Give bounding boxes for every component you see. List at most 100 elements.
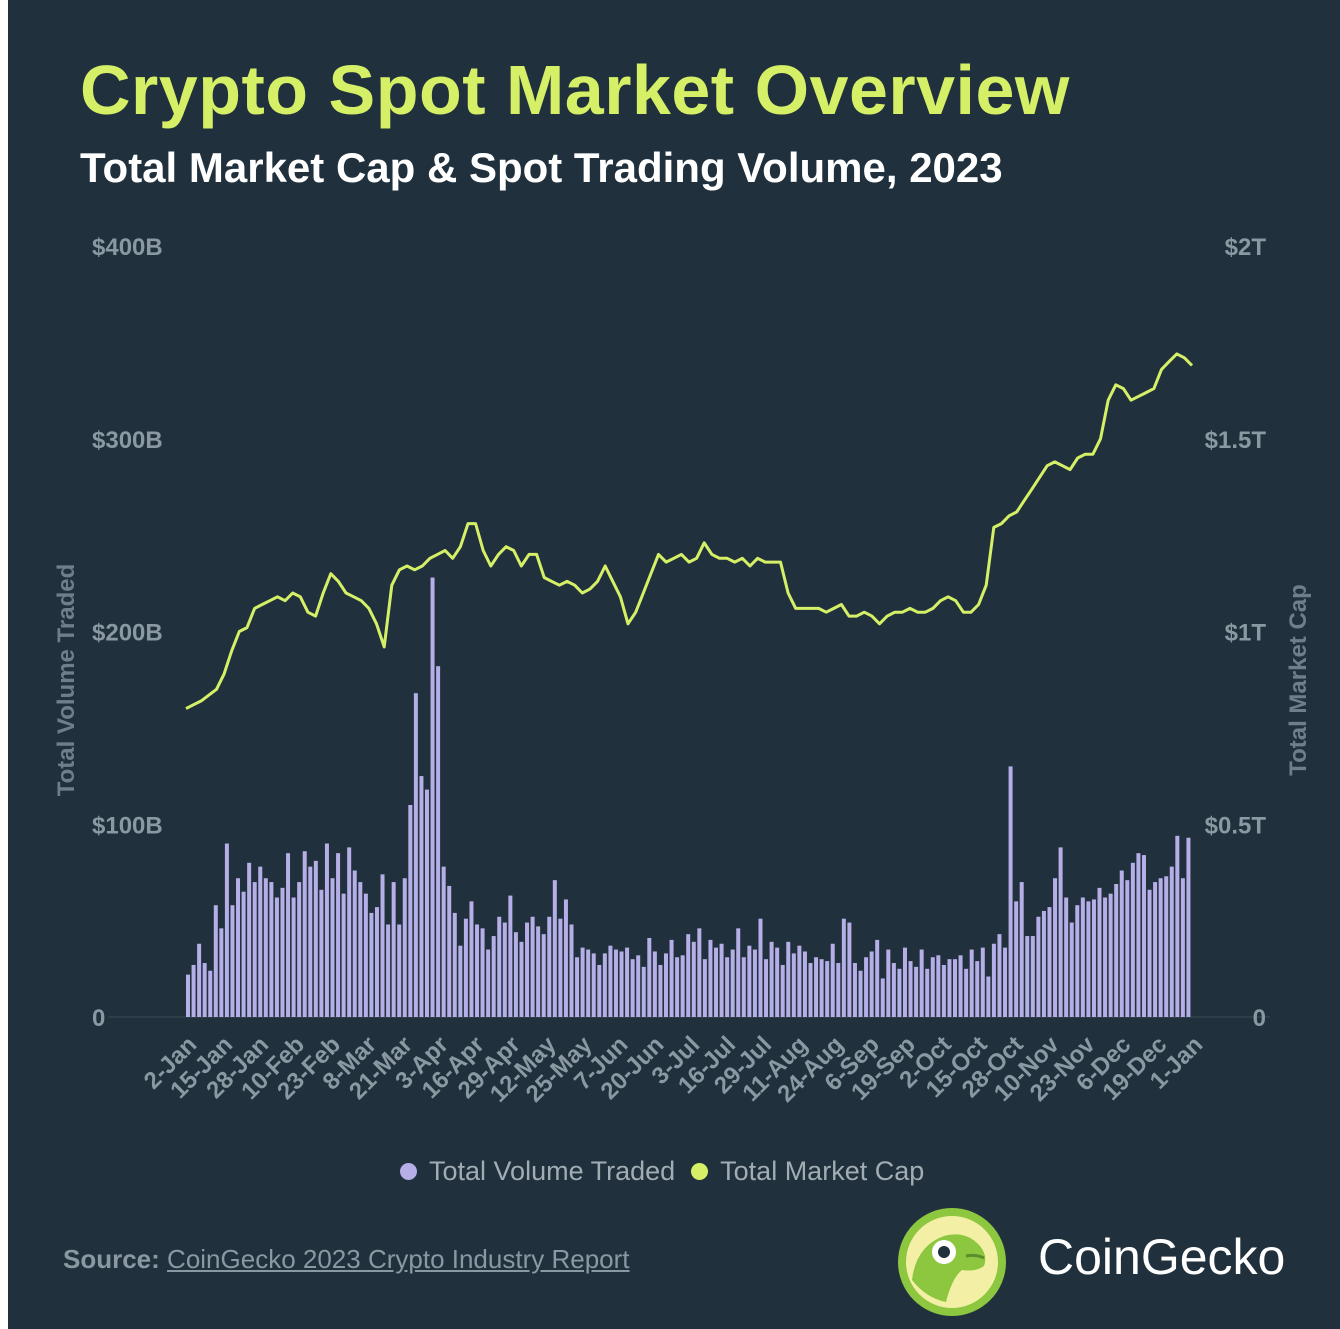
volume-bar bbox=[902, 947, 907, 1017]
volume-bar bbox=[374, 907, 379, 1017]
volume-bar bbox=[513, 932, 518, 1017]
volume-bar bbox=[702, 959, 707, 1017]
volume-bar bbox=[775, 947, 780, 1017]
volume-bar bbox=[1003, 947, 1008, 1017]
chart-title: Crypto Spot Market Overview bbox=[80, 51, 1070, 129]
volume-bar bbox=[430, 577, 435, 1017]
volume-bar bbox=[802, 951, 807, 1017]
volume-bar bbox=[252, 882, 257, 1017]
left-tick-label: $100B bbox=[92, 812, 163, 839]
volume-bar bbox=[502, 922, 507, 1017]
volume-bar bbox=[280, 887, 285, 1017]
volume-bar bbox=[1025, 936, 1030, 1017]
volume-bar bbox=[497, 916, 502, 1017]
volume-bar bbox=[224, 843, 229, 1017]
market-cap-line bbox=[185, 352, 1194, 710]
volume-bar bbox=[663, 953, 668, 1017]
volume-bar bbox=[347, 847, 352, 1017]
volume-bar bbox=[458, 945, 463, 1017]
volume-bar bbox=[1141, 855, 1146, 1017]
volume-bar bbox=[369, 912, 374, 1017]
right-tick-label: $1T bbox=[1225, 620, 1267, 647]
volume-bar bbox=[1186, 837, 1191, 1017]
volume-bar bbox=[841, 918, 846, 1017]
volume-bar bbox=[552, 880, 557, 1017]
volume-bar bbox=[308, 866, 313, 1017]
volume-bar bbox=[580, 947, 585, 1017]
volume-bar bbox=[969, 949, 974, 1017]
volume-bar bbox=[597, 964, 602, 1017]
volume-bar bbox=[819, 959, 824, 1017]
legend-item-volume[interactable]: Total Volume Traded bbox=[400, 1156, 675, 1187]
right-axis-ticks: 0 $0.5T $1T $1.5T $2T bbox=[1205, 234, 1267, 1032]
volume-bar bbox=[1041, 910, 1046, 1017]
volume-bar bbox=[914, 966, 919, 1017]
volume-bar bbox=[975, 961, 980, 1017]
volume-bar bbox=[202, 963, 207, 1017]
volume-bar bbox=[441, 866, 446, 1017]
right-tick-label: $0.5T bbox=[1205, 812, 1267, 839]
volume-bar bbox=[680, 955, 685, 1017]
volume-bar bbox=[480, 928, 485, 1017]
volume-bar bbox=[424, 789, 429, 1017]
volume-bar bbox=[391, 882, 396, 1017]
volume-bar bbox=[363, 893, 368, 1017]
legend-cap-swatch bbox=[691, 1163, 709, 1180]
volume-bar bbox=[953, 959, 958, 1017]
volume-bar bbox=[708, 939, 713, 1017]
volume-bar bbox=[630, 959, 635, 1017]
volume-bar bbox=[1175, 835, 1180, 1017]
volume-bar bbox=[1091, 899, 1096, 1017]
volume-bar bbox=[491, 936, 496, 1017]
volume-bar bbox=[769, 941, 774, 1017]
volume-bar bbox=[324, 843, 329, 1017]
volume-bar bbox=[891, 963, 896, 1017]
volume-bar bbox=[358, 882, 363, 1017]
volume-bar bbox=[780, 964, 785, 1017]
volume-bar bbox=[197, 943, 202, 1017]
volume-bar bbox=[675, 957, 680, 1017]
volume-bar bbox=[330, 878, 335, 1017]
volume-bar bbox=[875, 939, 880, 1017]
volume-bar bbox=[647, 937, 652, 1017]
left-axis-ticks: 0 $100B $200B $300B $400B bbox=[92, 234, 163, 1032]
volume-bars bbox=[186, 577, 1191, 1017]
left-tick-label: $300B bbox=[92, 427, 163, 454]
chart-subtitle: Total Market Cap & Spot Trading Volume, … bbox=[80, 144, 1003, 191]
volume-bar bbox=[558, 918, 563, 1017]
volume-bar bbox=[725, 957, 730, 1017]
legend-item-market-cap[interactable]: Total Market Cap bbox=[691, 1156, 924, 1187]
right-tick-label: 0 bbox=[1253, 1005, 1266, 1032]
volume-bar bbox=[758, 918, 763, 1017]
volume-bar bbox=[1058, 847, 1063, 1017]
x-axis-ticks: 2-Jan15-Jan28-Jan10-Feb23-Feb8-Mar21-Mar… bbox=[139, 1031, 1208, 1108]
combo-chart: 0$100B$200B$300B$400B 0$0.5T$1T$1.5T$2T … bbox=[53, 234, 1312, 1108]
volume-bar bbox=[1136, 853, 1141, 1017]
volume-bar bbox=[652, 951, 657, 1017]
volume-bar bbox=[991, 943, 996, 1017]
volume-bar bbox=[930, 957, 935, 1017]
volume-bar bbox=[980, 947, 985, 1017]
volume-bar bbox=[858, 970, 863, 1017]
volume-bar bbox=[1053, 878, 1058, 1017]
volume-bar bbox=[1019, 882, 1024, 1017]
volume-bar bbox=[641, 966, 646, 1017]
volume-bar bbox=[319, 889, 324, 1017]
volume-bar bbox=[1125, 880, 1130, 1017]
volume-bar bbox=[736, 928, 741, 1017]
volume-bar bbox=[519, 941, 524, 1017]
volume-bar bbox=[964, 968, 969, 1017]
left-tick-label: 0 bbox=[92, 1005, 105, 1032]
source-link[interactable]: CoinGecko 2023 Crypto Industry Report bbox=[167, 1244, 630, 1274]
volume-bar bbox=[469, 901, 474, 1017]
volume-bar bbox=[569, 924, 574, 1017]
volume-bar bbox=[452, 912, 457, 1017]
volume-bar bbox=[836, 963, 841, 1017]
chart-card: Crypto Spot Market Overview Total Market… bbox=[8, 0, 1340, 1329]
volume-bar bbox=[625, 947, 630, 1017]
volume-bar bbox=[880, 978, 885, 1017]
volume-bar bbox=[925, 968, 930, 1017]
volume-bar bbox=[408, 804, 413, 1017]
volume-bar bbox=[752, 949, 757, 1017]
volume-bar bbox=[1047, 907, 1052, 1017]
